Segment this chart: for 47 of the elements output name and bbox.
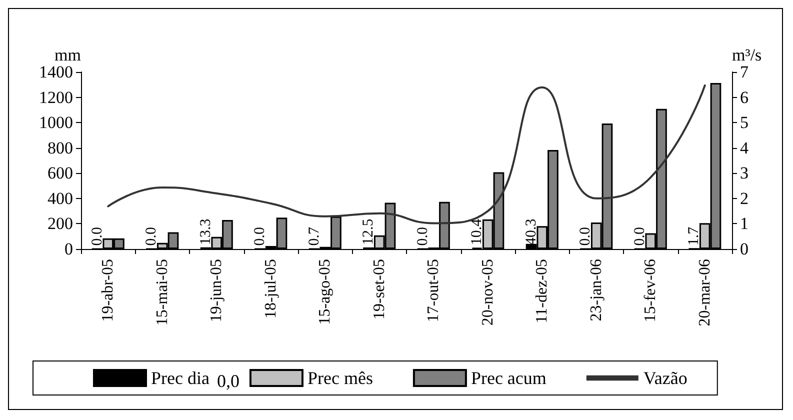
x-tick-label: 11-dez-05 (534, 259, 551, 324)
x-tick-label: 18-jul-05 (262, 259, 280, 319)
y-tick-label: 200 (48, 214, 73, 234)
text: 0,0 (217, 371, 240, 391)
legend-label: Prec acum (470, 368, 546, 388)
data-label: 0.7 (306, 226, 322, 246)
y2-tick-label: 5 (740, 113, 748, 132)
legend-label: Prec dia (151, 368, 210, 388)
data-label: 10.4 (469, 218, 486, 246)
y2-tick-label: 0 (740, 240, 748, 258)
y2-tick-label: 1 (740, 214, 748, 234)
x-tick-label: 19-jun-05 (208, 259, 226, 322)
data-label: 0.0 (252, 227, 268, 246)
data-label: 12.5 (360, 218, 377, 245)
data-label: 40.3 (523, 218, 540, 245)
data-label: 0.0 (144, 227, 160, 246)
x-tick-label: 17-out-05 (425, 259, 442, 322)
legend-label: Vazão (643, 368, 688, 388)
y-tick-label: 600 (48, 164, 73, 183)
x-tick-label: 19-abr-05 (100, 259, 117, 322)
x-tick-label: 20-mar-06 (696, 259, 714, 326)
y2-axis-title: m³/s (732, 46, 762, 65)
x-tick-label: 15-fev-06 (642, 259, 660, 322)
legend-label: Prec mês (307, 368, 373, 388)
y-axis-title: mm (54, 46, 81, 65)
y2-tick-label: 6 (740, 88, 748, 107)
data-label: 0.0 (89, 227, 106, 246)
y2-tick-label: 4 (740, 138, 749, 158)
y2-tick-label: 3 (740, 164, 748, 183)
x-tick-label: 15-ago-05 (316, 259, 334, 325)
y-tick-label: 1400 (39, 62, 73, 82)
data-label: 0.0 (578, 227, 594, 246)
data-label: 1.7 (686, 226, 702, 246)
x-tick-label: 23-jan-06 (588, 259, 605, 322)
y-tick-label: 400 (48, 188, 73, 208)
y-tick-label: 800 (48, 138, 73, 158)
y-tick-label: 1200 (39, 88, 73, 107)
data-label: 0.0 (632, 227, 648, 246)
x-tick-label: 20-nov-05 (479, 259, 496, 326)
y-tick-label: 0 (64, 240, 73, 258)
y2-tick-label: 7 (740, 62, 749, 82)
x-tick-label: 19-set-05 (370, 259, 388, 320)
data-label: 0.0 (414, 227, 431, 246)
data-label: 13.3 (198, 218, 214, 245)
y2-tick-label: 2 (740, 188, 748, 208)
y-tick-label: 1000 (39, 113, 73, 132)
x-tick-label: 15-mai-05 (154, 259, 171, 326)
